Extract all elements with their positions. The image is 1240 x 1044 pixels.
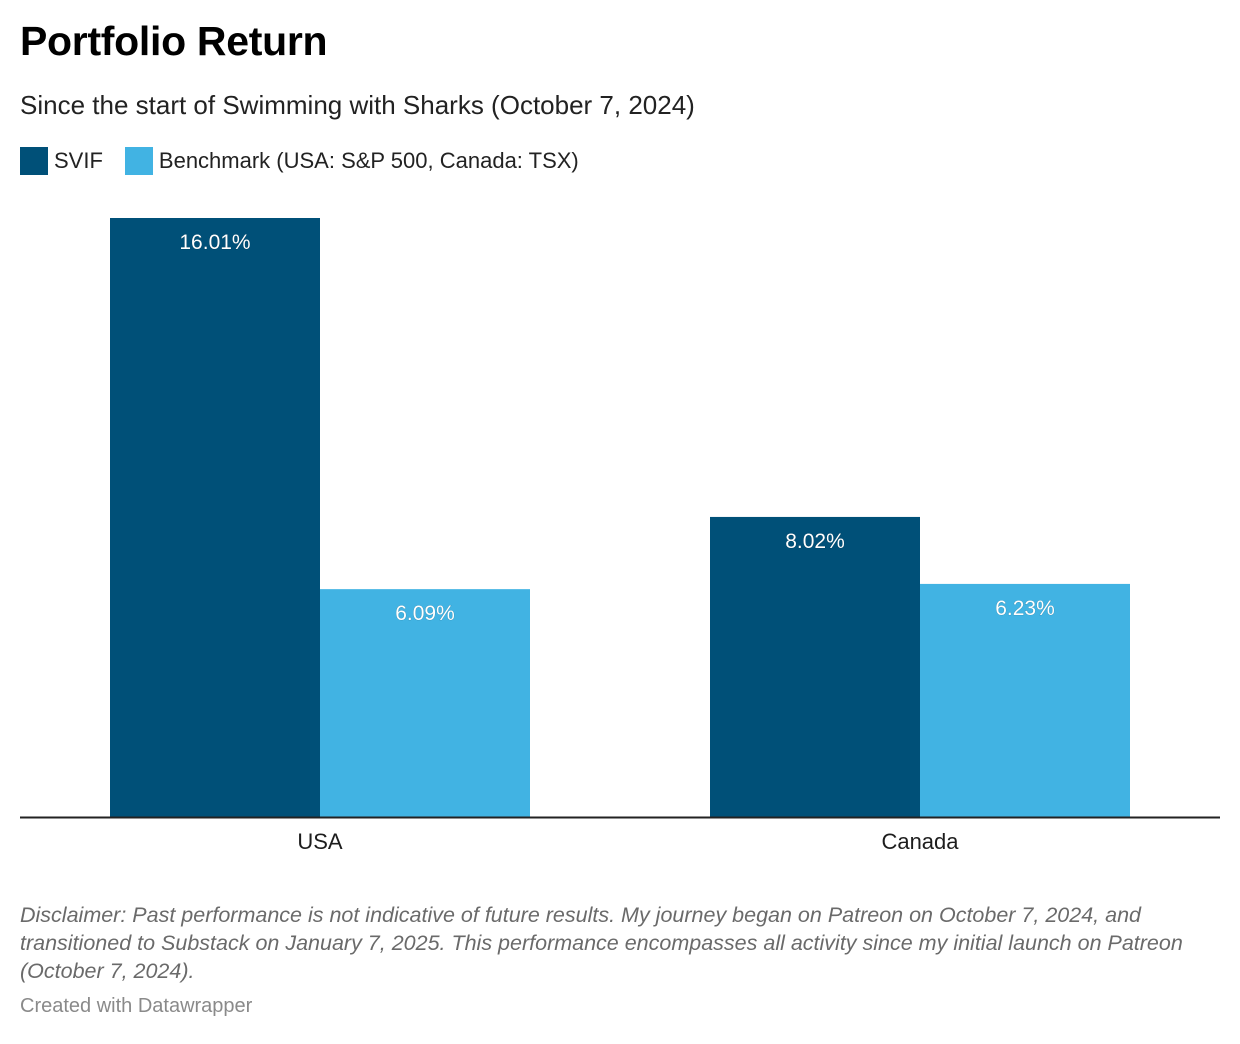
credit-text: Created with Datawrapper	[20, 995, 253, 1017]
data-label-benchmark-usa: 6.09%	[395, 602, 455, 625]
data-label-svif-canada: 8.02%	[785, 530, 845, 553]
legend-swatch-svif	[20, 147, 48, 175]
bar-chart: 16.01% 6.09% USA 8.02% 6.23% Canada	[20, 218, 1220, 854]
data-label-benchmark-canada: 6.23%	[995, 597, 1055, 620]
bar-svif-usa	[110, 218, 320, 817]
legend-label-svif: SVIF	[54, 148, 103, 173]
legend-item-svif: SVIF	[20, 147, 103, 175]
x-tick-label-canada: Canada	[881, 829, 959, 854]
bar-benchmark-usa	[320, 589, 530, 817]
chart-title: Portfolio Return	[20, 18, 328, 64]
legend-item-benchmark: Benchmark (USA: S&P 500, Canada: TSX)	[124, 147, 579, 175]
disclaimer-text: Disclaimer: Past performance is not indi…	[20, 903, 1183, 983]
chart-subtitle: Since the start of Swimming with Sharks …	[20, 90, 695, 120]
x-tick-label-usa: USA	[297, 829, 343, 854]
legend-label-benchmark: Benchmark (USA: S&P 500, Canada: TSX)	[158, 148, 579, 173]
legend: SVIF Benchmark (USA: S&P 500, Canada: TS…	[20, 145, 601, 177]
data-label-svif-usa: 16.01%	[179, 231, 250, 254]
legend-swatch-benchmark	[124, 147, 153, 175]
bar-svif-canada	[710, 516, 920, 817]
bar-benchmark-canada	[920, 583, 1130, 817]
